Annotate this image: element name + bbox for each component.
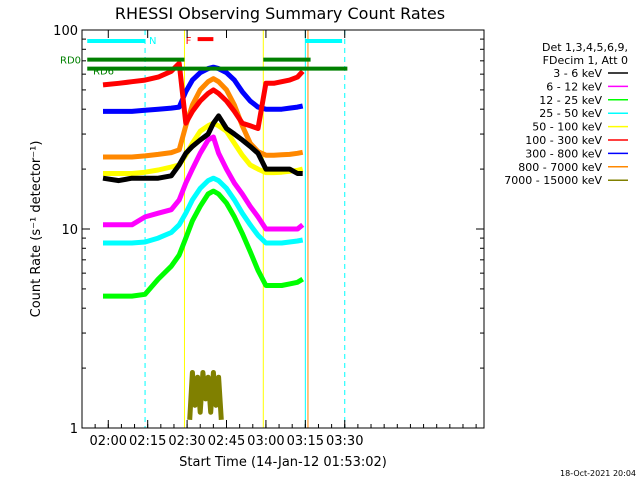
series-line [102,60,305,131]
state-bar-label: N [149,36,156,47]
state-bar-label: RD0 [60,56,81,67]
series-line [103,120,304,176]
state-bar-label: F [186,36,192,47]
legend-item-label: 300 - 800 keV [525,147,602,160]
legend-item-label: 25 - 50 keV [539,107,602,120]
footer-date: 18-Oct-2021 20:04 [560,469,636,478]
legend: Det 1,3,4,5,6,9, FDecim 1, Att 0 3 - 6 k… [504,41,628,187]
legend-item-label: 7000 - 15000 keV [504,174,602,187]
x-tick-label: 03:30 [326,434,363,449]
x-tick-label: 02:45 [208,434,245,449]
legend-item-label: 12 - 25 keV [539,94,602,107]
legend-item-label: 6 - 12 keV [546,80,602,93]
x-tick-label: 03:00 [247,434,284,449]
y-tick-label: 100 [53,24,78,39]
x-tick-label: 02:30 [168,434,205,449]
series-line [103,134,305,232]
y-tick-label: 1 [70,422,78,437]
series-line [103,76,304,160]
x-tick-label: 02:00 [90,434,127,449]
state-bar-label: RD6 [93,67,114,78]
series-line [103,175,304,246]
y-axis-label: Count Rate (s⁻¹ detector⁻¹) [29,141,44,318]
legend-item-label: 50 - 100 keV [532,121,602,134]
legend-item-label: 100 - 300 keV [525,134,602,147]
legend-item-label: 800 - 7000 keV [518,161,602,174]
x-tick-label: 02:15 [129,434,166,449]
series-line [102,113,303,184]
y-tick-label: 10 [61,223,78,238]
legend-item-label: 3 - 6 keV [553,67,602,80]
series-line [103,188,305,299]
x-tick-label: 03:15 [287,434,324,449]
chart-title: RHESSI Observing Summary Count Rates [115,4,445,23]
series-line [187,370,224,420]
legend-header-line-1: Det 1,3,4,5,6,9, [542,41,628,54]
x-axis-label: Start Time (14-Jan-12 01:53:02) [179,455,387,470]
legend-header-line-2: FDecim 1, Att 0 [543,54,628,67]
plot-area: N F RD0 RD6 [60,30,348,428]
axes: 02:00 02:15 02:30 02:45 03:00 03:15 03:30 1 10 10… [53,24,484,449]
